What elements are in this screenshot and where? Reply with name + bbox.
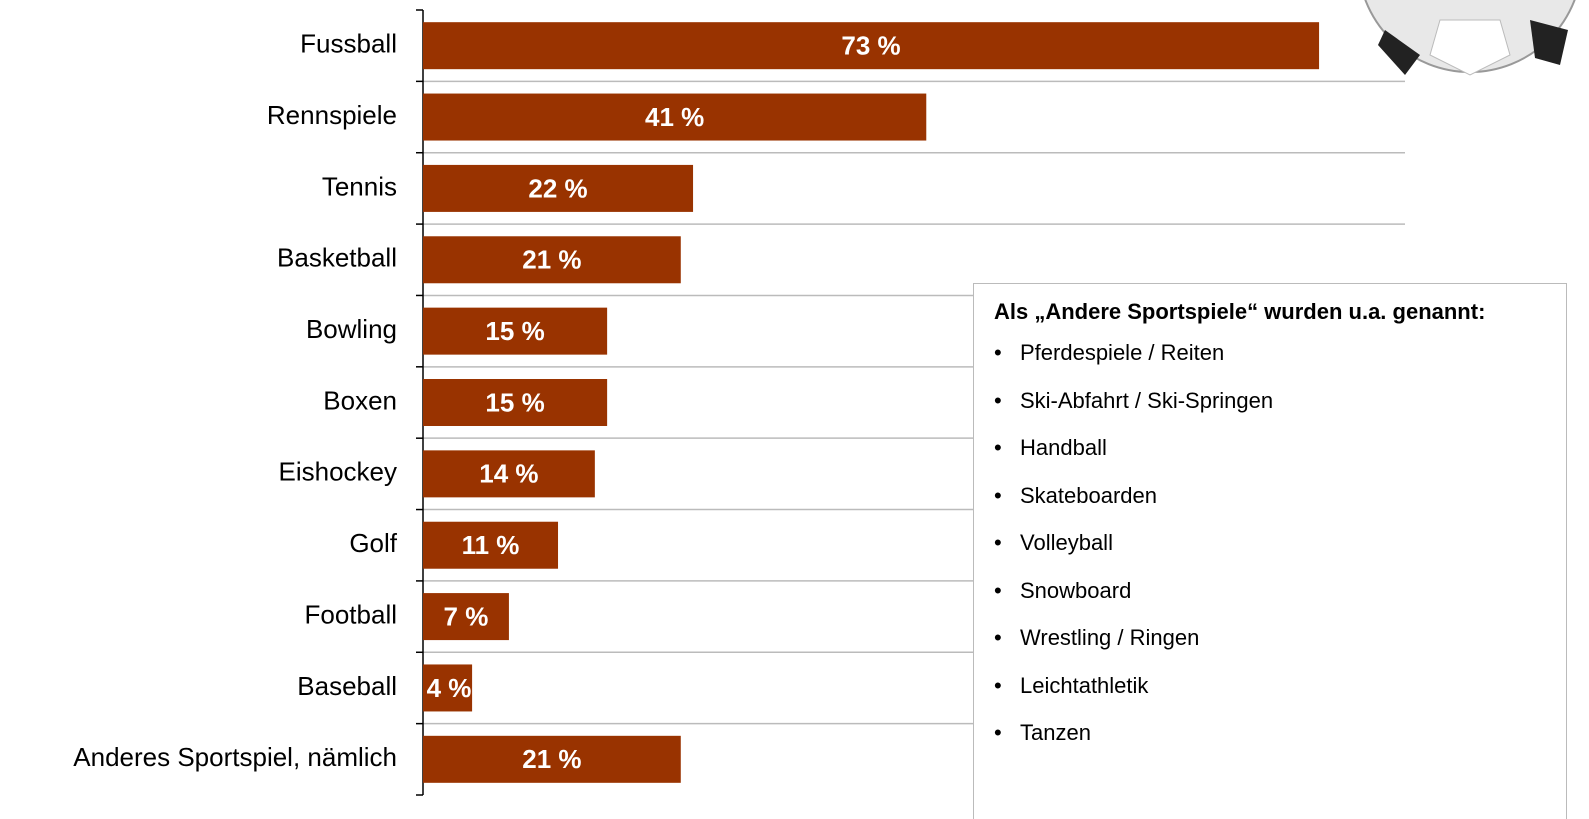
value-label: 15 % [485, 316, 544, 346]
value-label: 14 % [479, 459, 538, 489]
bar [423, 164, 694, 212]
category-label: Rennspiele [267, 100, 397, 130]
note-item: Ski-Abfahrt / Ski-Springen [994, 386, 1546, 434]
note-item: Volleyball [994, 528, 1546, 576]
bar [423, 664, 473, 712]
category-label: Boxen [323, 385, 397, 415]
bar [423, 307, 608, 355]
value-label: 22 % [528, 173, 587, 203]
soccer-ball [1364, 0, 1576, 76]
category-label: Golf [349, 528, 397, 558]
bar [423, 93, 927, 141]
bar [423, 735, 681, 783]
bar [423, 22, 1320, 70]
note-box: Als „Andere Sportspiele“ wurden u.a. gen… [973, 283, 1567, 819]
bar [423, 379, 608, 426]
value-label: 15 % [485, 387, 544, 417]
value-label: 4 % [427, 673, 472, 703]
note-item: Wrestling / Ringen [994, 623, 1546, 671]
note-item: Skateboarden [994, 481, 1546, 529]
note-item: Pferdespiele / Reiten [994, 338, 1546, 386]
bar [423, 450, 595, 498]
bar [423, 593, 509, 641]
category-label: Fussball [300, 29, 397, 59]
value-label: 7 % [444, 601, 489, 631]
note-item: Handball [994, 433, 1546, 481]
value-label: 21 % [522, 744, 581, 774]
category-label: Bowling [306, 314, 397, 344]
note-item: Snowboard [994, 576, 1546, 624]
value-label: 73 % [841, 31, 900, 61]
value-label: 21 % [522, 245, 581, 275]
note-item: Tanzen [994, 718, 1546, 766]
category-label: Anderes Sportspiel, nämlich [73, 742, 397, 772]
value-label: 41 % [645, 102, 704, 132]
bar [423, 236, 681, 284]
category-label: Tennis [322, 171, 397, 201]
note-title: Als „Andere Sportspiele“ wurden u.a. gen… [994, 299, 1486, 324]
category-label: Baseball [297, 671, 397, 701]
note-list: Pferdespiele / ReitenSki-Abfahrt / Ski-S… [994, 338, 1546, 766]
bar [423, 521, 559, 569]
note-item: Leichtathletik [994, 671, 1546, 719]
category-label: Basketball [277, 243, 397, 273]
category-label: Football [305, 599, 398, 629]
category-label: Eishockey [279, 457, 398, 487]
value-label: 11 % [462, 530, 520, 560]
